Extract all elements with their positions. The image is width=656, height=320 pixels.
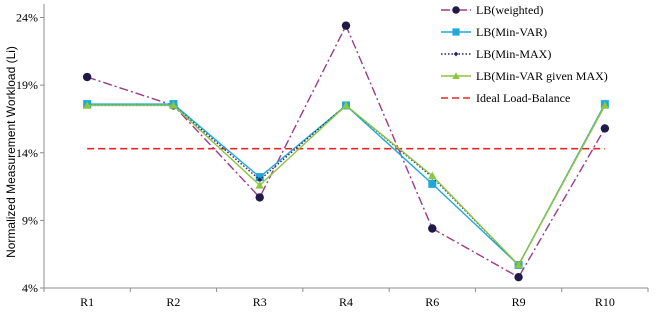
series-4 — [82, 101, 610, 269]
legend-item: LB(weighted) — [441, 3, 543, 17]
x-tick-label: R4 — [339, 295, 353, 309]
x-tick-label: R9 — [512, 295, 526, 309]
legend-label: Ideal Load-Balance — [476, 91, 570, 105]
series-group — [82, 21, 610, 282]
series-3 — [84, 102, 608, 268]
axes: 4% 9% 14% 19% 24% R1 R2 R3 R4 R6 R9 R10 — [16, 4, 649, 309]
x-tick-label: R3 — [253, 295, 267, 309]
data-point — [341, 21, 351, 30]
legend-item: Ideal Load-Balance — [441, 91, 570, 105]
data-point — [257, 177, 263, 183]
legend-label: LB(Min-VAR) — [476, 25, 547, 39]
data-point — [255, 181, 264, 189]
legend-marker — [453, 51, 459, 57]
y-tick-label: 9% — [22, 213, 38, 227]
data-point — [514, 272, 523, 282]
legend-item: LB(Min-VAR) — [441, 25, 547, 39]
series-line — [87, 104, 606, 266]
legend-marker — [452, 6, 460, 14]
data-point — [341, 101, 351, 109]
series-line — [87, 104, 606, 266]
y-tick-label: 4% — [22, 281, 38, 295]
data-point — [255, 173, 264, 182]
legend-item: LB(Min-MAX) — [441, 47, 551, 61]
legend: LB(weighted) LB(Min-VAR) LB(Min-MAX) LB(Min… — [441, 3, 608, 105]
data-point — [82, 101, 92, 109]
data-point — [255, 193, 264, 202]
y-tick-label: 19% — [16, 78, 38, 92]
y-axis-label: Normalized Measurement Workload (Li) — [4, 46, 18, 258]
legend-marker — [452, 28, 460, 36]
series-line — [86, 24, 606, 278]
data-point — [600, 124, 610, 133]
data-point — [169, 101, 178, 109]
data-point — [428, 224, 437, 233]
legend-label: LB(weighted) — [476, 3, 543, 17]
data-point — [600, 101, 610, 109]
x-tick-label: R10 — [595, 295, 615, 309]
legend-label: LB(Min-VAR given MAX) — [476, 69, 608, 83]
series-line — [87, 103, 606, 266]
x-tick-label: R6 — [425, 295, 439, 309]
y-tick-label: 24% — [16, 11, 38, 25]
y-tick-label: 14% — [16, 146, 38, 160]
data-point — [514, 260, 523, 269]
data-point — [428, 179, 437, 188]
legend-label: LB(Min-MAX) — [476, 47, 551, 61]
legend-item: LB(Min-VAR given MAX) — [441, 69, 608, 83]
x-tick-label: R2 — [166, 295, 180, 309]
x-tick-label: R1 — [80, 295, 94, 309]
data-point — [428, 171, 437, 180]
data-point — [82, 72, 92, 82]
legend-marker — [452, 72, 460, 80]
